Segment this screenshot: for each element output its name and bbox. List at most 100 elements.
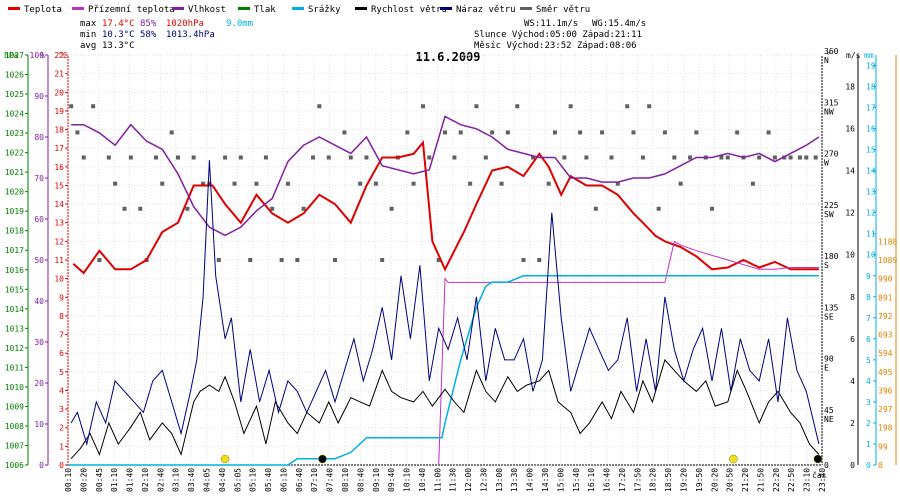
wind-dir-point (81, 155, 86, 160)
time-tick-label: 22:20 (772, 468, 781, 492)
degc-tick-label: 8 (59, 312, 64, 321)
wind-dir-point (358, 181, 363, 186)
ms-inner-tick-label: 4 (866, 377, 871, 386)
mm-axis-label: mm (864, 51, 874, 60)
hpa-tick-label: 1006 (5, 461, 24, 470)
time-tick-label: 08:40 (356, 468, 365, 492)
time-tick-label: 00:45 (95, 468, 104, 492)
time-tick-label: 11:00 (433, 468, 442, 492)
legend-swatch-4 (292, 7, 304, 10)
dir-tick-compass: W (824, 159, 829, 168)
hpa-tick-label: 1025 (5, 90, 24, 99)
legend-label-2: Vlhkost (188, 5, 226, 15)
wind-dir-point (788, 155, 793, 160)
time-tick-label: 20:50 (726, 468, 735, 492)
time-tick-label: 00:20 (79, 468, 88, 492)
legend-label-0: Teplota (24, 5, 62, 15)
legend-label-5: Rychlost větru (371, 5, 447, 15)
wind-dir-point (169, 130, 174, 135)
series-line-0 (72, 140, 819, 275)
ms-inner-tick-label: 1 (866, 440, 871, 449)
pct-axis-label: % (40, 51, 45, 60)
sunset-marker (729, 454, 738, 464)
wind-dir-point (421, 104, 426, 109)
ms-inner-tick-label: 19 (866, 62, 876, 71)
degc-tick-label: 16 (54, 163, 64, 172)
ms-inner-tick-label: 18 (866, 83, 876, 92)
wind-dir-point (97, 258, 102, 262)
mm-tick-label: 198 (878, 424, 893, 433)
hpa-tick-label: 1009 (5, 402, 24, 411)
wind-direction-points (69, 104, 818, 262)
wind-dir-point (537, 258, 542, 262)
pct-tick-label: 50 (34, 256, 44, 265)
wind-dir-point (662, 130, 667, 135)
time-tick-label: 19:20 (680, 468, 689, 492)
dir-tick-label: 45 (824, 406, 834, 415)
dir-tick-label: 0 (824, 461, 829, 470)
ms-tick-label: 18 (845, 83, 855, 92)
dir-tick-compass: SE (824, 312, 834, 321)
dir-tick-compass: NE (824, 415, 834, 424)
hpa-tick-label: 1016 (5, 266, 24, 275)
time-tick-label: 12:30 (479, 468, 488, 492)
ms-tick-label: 6 (850, 335, 855, 344)
wind-dir-point (640, 155, 645, 160)
wind-dir-point (490, 130, 495, 135)
sun-text: Slunce Východ:05:00 Západ:21:11 (474, 30, 642, 40)
stats-min-temp: 10.3°C (102, 30, 135, 40)
hpa-tick-label: 1015 (5, 285, 24, 294)
wind-dir-point (600, 130, 605, 135)
hpa-tick-label: 1018 (5, 227, 24, 236)
wind-dir-point (719, 155, 724, 160)
time-tick-label: 02:40 (156, 468, 165, 492)
wind-dir-point (694, 130, 699, 135)
ms-tick-label: 2 (850, 419, 855, 428)
hpa-tick-label: 1011 (5, 363, 24, 372)
wind-dir-point (578, 130, 583, 135)
hpa-tick-label: 1007 (5, 441, 24, 450)
time-tick-label: 06:40 (295, 468, 304, 492)
degc-tick-label: 0 (59, 461, 64, 470)
wind-dir-point (804, 155, 809, 160)
wind-dir-point (175, 155, 180, 160)
wind-dir-point (333, 258, 338, 262)
dir-tick-label: 315 (824, 98, 839, 107)
series-line-2 (71, 115, 820, 237)
wind-dir-point (474, 104, 479, 109)
wind-dir-point (505, 130, 510, 135)
time-tick-label: 17:20 (618, 468, 627, 492)
ms-inner-tick-label: 6 (866, 335, 871, 344)
time-tick-label: 18:50 (664, 468, 673, 492)
ms-inner-tick-label: 16 (866, 125, 876, 134)
wind-dir-point (153, 155, 158, 160)
time-tick-label: 00:10 (64, 468, 73, 492)
wind-dir-point (201, 181, 206, 186)
wind-info-block: WS:11.1m/s WG:15.4m/s Slunce Východ:05:0… (474, 19, 646, 51)
mm-tick-label: 990 (878, 275, 893, 284)
wind-dir-point (530, 155, 535, 160)
wind-dir-point (725, 155, 730, 160)
dir-tick-label: 135 (824, 303, 839, 312)
degc-tick-label: 17 (54, 144, 64, 153)
time-tick-label: 05:10 (249, 468, 258, 492)
ms-inner-tick-label: 3 (866, 398, 871, 407)
legend-swatch-7 (520, 7, 532, 10)
wind-dir-point (688, 155, 693, 160)
legend-swatch-5 (355, 7, 367, 10)
dir-tick-compass: NW (824, 107, 834, 116)
time-tick-label: 10:40 (418, 468, 427, 492)
dir-tick-label: 90 (824, 355, 834, 364)
wind-dir-point (672, 155, 677, 160)
time-tick-label: 02:10 (141, 468, 150, 492)
legend-label-7: Směr větru (536, 5, 590, 15)
wind-dir-point (389, 206, 394, 211)
wind-dir-point (295, 258, 300, 262)
hpa-tick-label: 1013 (5, 324, 24, 333)
time-tick-label: 09:10 (372, 468, 381, 492)
legend-label-6: Náraz větru (456, 5, 516, 15)
ms-tick-label: 4 (850, 377, 855, 386)
ms-inner-tick-label: 9 (866, 272, 871, 281)
dir-tick-label: 225 (824, 201, 839, 210)
time-tick-label: 06:10 (279, 468, 288, 492)
